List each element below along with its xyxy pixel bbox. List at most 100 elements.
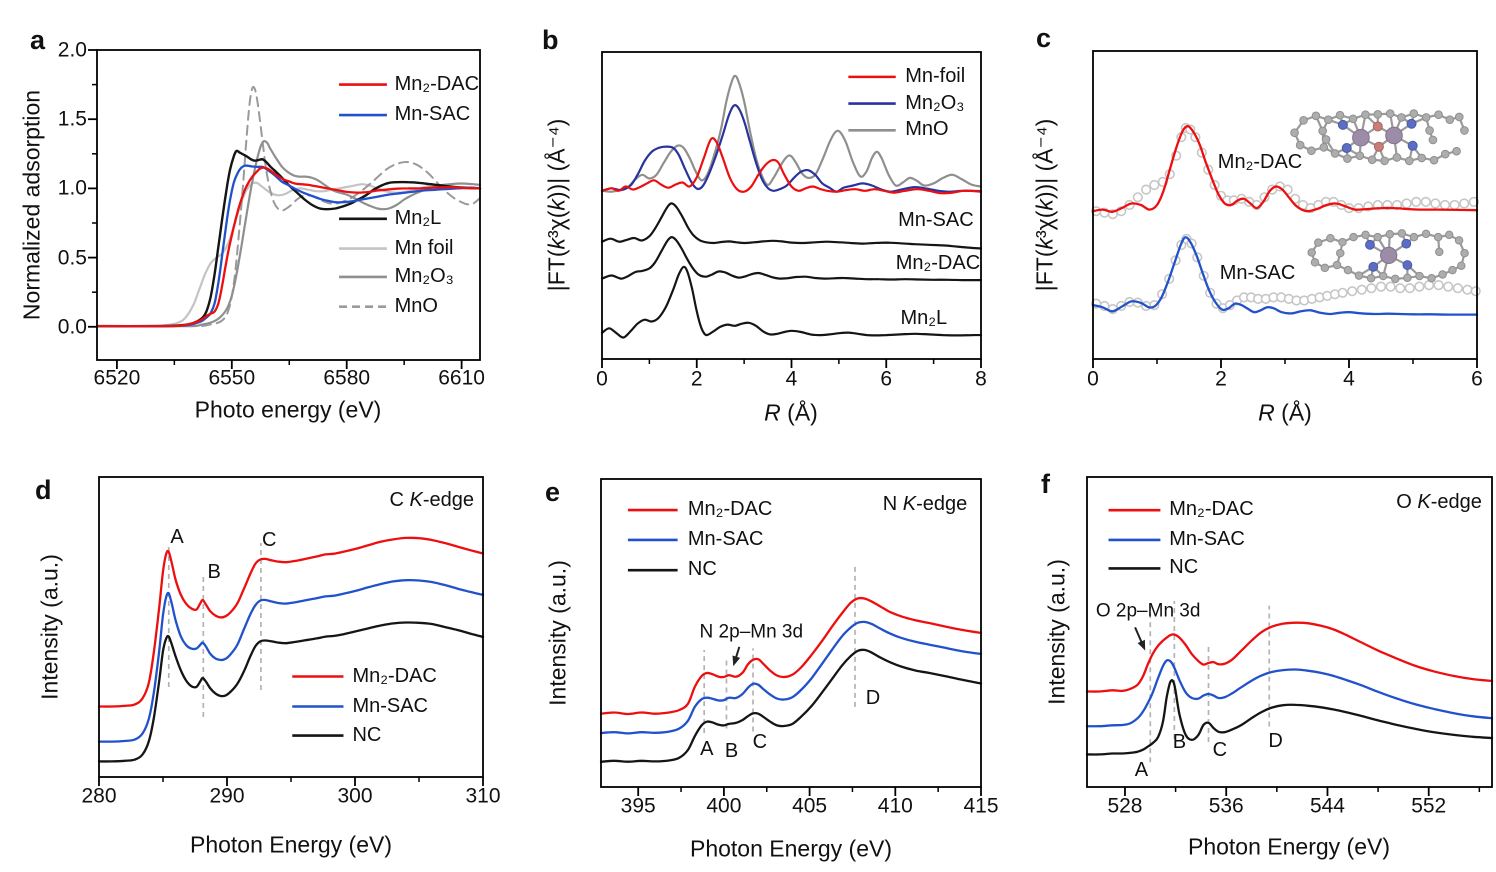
x-tick-label: 410 bbox=[877, 794, 913, 818]
atom-c bbox=[1307, 146, 1316, 156]
atom-c bbox=[1403, 273, 1412, 283]
legend-label-nc: NC bbox=[352, 723, 382, 746]
data-marker bbox=[1395, 283, 1406, 294]
series-mn-sac bbox=[97, 578, 485, 743]
plot-e bbox=[599, 478, 983, 796]
atom-n bbox=[1401, 238, 1412, 249]
panel-letter-e: e bbox=[545, 477, 561, 507]
data-marker bbox=[1411, 196, 1422, 207]
data-marker bbox=[1433, 280, 1444, 291]
y-axis-label: |FT(k³χ(k))| (Å⁻⁴) bbox=[1031, 119, 1058, 292]
plot-border bbox=[1086, 476, 1493, 788]
label-segment: Photon Energy (eV) bbox=[1187, 833, 1391, 860]
atom-c bbox=[1295, 140, 1305, 150]
atom-c bbox=[1444, 230, 1454, 240]
series-label-mn-dac: Mn₂-DAC bbox=[895, 252, 981, 275]
series-nc bbox=[97, 621, 485, 763]
x-tick-label: 400 bbox=[706, 794, 742, 818]
data-marker bbox=[1404, 283, 1415, 294]
legend-label-mn-o: Mn₂O₃ bbox=[905, 91, 965, 114]
atom-n bbox=[1406, 118, 1417, 129]
label-segment: k bbox=[1031, 199, 1058, 211]
x-tick-label: 8 bbox=[975, 367, 987, 391]
y-tick-label: 1.5 bbox=[57, 107, 87, 131]
label-segment: K bbox=[409, 488, 423, 511]
atom-c bbox=[1311, 111, 1321, 121]
x-tick-label: 6610 bbox=[438, 366, 485, 390]
x-tick-label: 290 bbox=[209, 784, 245, 808]
peak-label-a: A bbox=[1134, 758, 1149, 781]
label-segment: N bbox=[882, 492, 903, 515]
atom-mn bbox=[1385, 126, 1403, 145]
legend-label-mn-foil: Mn-foil bbox=[905, 64, 966, 87]
atom-c bbox=[1404, 156, 1414, 166]
molecule-mn-dac-structure bbox=[1290, 109, 1469, 166]
data-marker bbox=[1401, 198, 1412, 209]
data-marker bbox=[1347, 286, 1358, 297]
atom-c bbox=[1320, 263, 1330, 273]
x-axis-label: Photon Energy (eV) bbox=[690, 836, 892, 861]
atom-c bbox=[1421, 229, 1431, 239]
x-tick-label: 536 bbox=[1208, 794, 1244, 818]
peak-label-d: D bbox=[865, 686, 881, 709]
label-segment: -edge bbox=[422, 488, 475, 511]
panel-f: Mn₂-DAC Mn-SAC NC f Intensity (a.u.) Photon E… bbox=[1000, 440, 1496, 872]
series-mn-l bbox=[600, 265, 983, 339]
atom-c bbox=[1385, 109, 1395, 118]
atom-c bbox=[1299, 116, 1308, 125]
atom-c bbox=[1343, 154, 1352, 163]
label-segment: ³χ( bbox=[543, 210, 570, 239]
x-tick-label: 280 bbox=[81, 784, 117, 808]
panel-letter-a: a bbox=[30, 25, 46, 55]
series-label-mn-dac: Mn₂-DAC bbox=[1217, 151, 1303, 174]
series-mn-dac bbox=[1085, 621, 1494, 693]
legend-label-nc: NC bbox=[1169, 556, 1199, 579]
label-segment: Photon Energy (eV) bbox=[189, 831, 393, 858]
x-tick-label: 528 bbox=[1107, 794, 1143, 818]
data-marker bbox=[1468, 196, 1479, 207]
atom-c bbox=[1326, 233, 1335, 243]
peak-label-b: B bbox=[1172, 731, 1187, 754]
atom-n bbox=[1407, 140, 1418, 151]
atom-c bbox=[1338, 237, 1347, 247]
peak-label-c: C bbox=[262, 529, 277, 551]
legend-label-mno: MnO bbox=[905, 118, 949, 141]
x-tick-label: 2 bbox=[690, 367, 703, 391]
series-nc bbox=[1085, 679, 1494, 756]
label-segment: Intensity (a.u.) bbox=[544, 560, 571, 706]
panel-letter-b: b bbox=[542, 25, 559, 55]
edge-corner-label: N K-edge bbox=[883, 493, 968, 515]
label-segment: (Å) bbox=[780, 399, 818, 426]
atom-c bbox=[1321, 135, 1331, 144]
plot-border bbox=[96, 49, 481, 361]
x-axis-label: R (Å) bbox=[1258, 400, 1312, 425]
legend-label-mno: MnO bbox=[394, 294, 438, 317]
y-axis-label: |FT(k³χ(k))| (Å⁻⁴) bbox=[543, 119, 570, 292]
edge-corner-label: O K-edge bbox=[1396, 491, 1482, 513]
annotation-text: N 2p–Mn 3d bbox=[699, 621, 804, 643]
label-segment: K bbox=[902, 492, 917, 515]
atom-c bbox=[1434, 110, 1443, 120]
legend-label-nc: NC bbox=[687, 558, 717, 581]
atom-c bbox=[1440, 149, 1450, 159]
panel-letter-c: c bbox=[1036, 23, 1052, 53]
atom-c bbox=[1319, 143, 1329, 152]
data-marker bbox=[1385, 281, 1396, 292]
plot-border bbox=[600, 478, 982, 788]
atom-c bbox=[1397, 229, 1407, 238]
label-segment: -edge bbox=[916, 492, 968, 515]
label-segment: (Å) bbox=[1274, 399, 1312, 426]
label-segment: k bbox=[1031, 238, 1058, 250]
label-segment: R bbox=[1258, 399, 1275, 426]
atom-c bbox=[1391, 274, 1400, 284]
label-segment: O bbox=[1396, 490, 1418, 513]
series-label-mn-l: Mn₂L bbox=[900, 307, 948, 330]
atom-c bbox=[1417, 153, 1426, 163]
atom-mn bbox=[1352, 128, 1370, 147]
y-axis-label: Normalized adsorption bbox=[18, 90, 44, 320]
atom-c bbox=[1429, 155, 1439, 165]
y-axis-label: Intensity (a.u.) bbox=[36, 554, 62, 700]
atom-c bbox=[1290, 128, 1299, 138]
data-marker bbox=[1141, 184, 1152, 195]
